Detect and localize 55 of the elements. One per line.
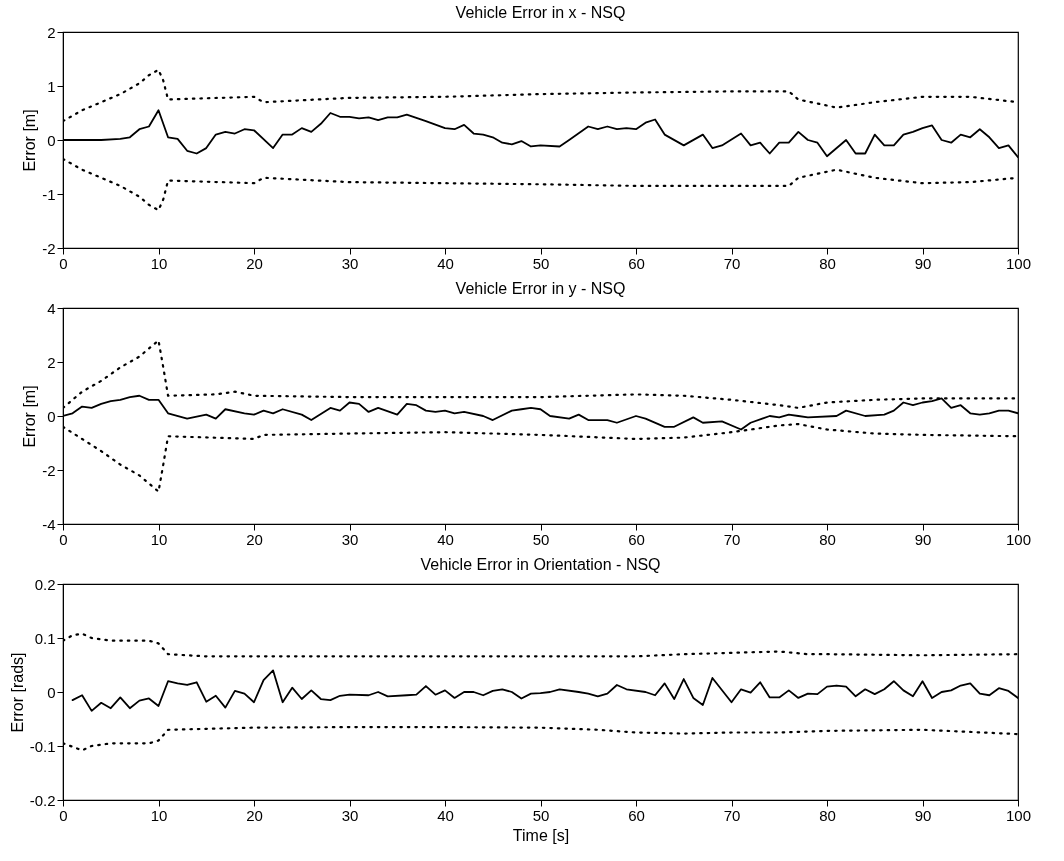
x-tick-label: 10 — [150, 530, 168, 548]
y-tick-label: -0.1 — [29, 737, 56, 755]
x-tick-label: 80 — [819, 530, 836, 548]
x-tick-label: 10 — [150, 806, 168, 824]
y-tick-label: -1 — [42, 185, 56, 203]
chart-title: Vehicle Error in Orientation - NSQ — [420, 556, 661, 573]
x-tick-label: 70 — [723, 530, 741, 548]
y-tick-label: 0 — [47, 131, 56, 149]
y-tick-label: 2 — [47, 353, 56, 371]
x-tick-label: 70 — [723, 254, 741, 272]
x-tick-label: 0 — [59, 254, 68, 272]
x-tick-label: 50 — [532, 254, 550, 272]
y-tick-label: 1 — [47, 77, 56, 95]
chart-title: Vehicle Error in x - NSQ — [455, 4, 626, 21]
x-tick-label: 90 — [914, 254, 932, 272]
x-tick-label: 0 — [59, 530, 68, 548]
x-tick-label: 40 — [437, 530, 454, 548]
x-tick-label: 90 — [914, 806, 932, 824]
x-tick-label: 20 — [246, 254, 263, 272]
y-axis-title: Error [m] — [21, 109, 39, 172]
x-tick-label: 70 — [723, 806, 741, 824]
x-tick-label: 80 — [819, 806, 836, 824]
x-tick-label: 0 — [59, 806, 68, 824]
x-tick-label: 60 — [628, 254, 645, 272]
x-tick-label: 30 — [341, 254, 359, 272]
x-tick-label: 90 — [914, 530, 932, 548]
x-tick-label: 100 — [1005, 806, 1032, 824]
x-tick-label: 50 — [532, 806, 550, 824]
y-tick-label: -2 — [42, 461, 56, 479]
x-tick-label: 100 — [1005, 254, 1032, 272]
y-tick-label: 0.2 — [34, 575, 56, 593]
x-tick-label: 40 — [437, 806, 454, 824]
x-axis-title: Time [s] — [512, 826, 570, 844]
y-tick-label: 2 — [47, 23, 56, 41]
x-tick-label: 30 — [341, 530, 359, 548]
x-tick-label: 10 — [150, 254, 168, 272]
y-tick-label: -2 — [42, 239, 56, 257]
x-tick-label: 80 — [819, 254, 836, 272]
y-axis-title: Error [m] — [21, 385, 39, 448]
y-tick-label: -4 — [42, 515, 56, 533]
x-tick-label: 20 — [246, 806, 263, 824]
y-tick-label: 4 — [47, 299, 56, 317]
x-tick-label: 30 — [341, 806, 359, 824]
x-tick-label: 100 — [1005, 530, 1032, 548]
y-axis-title: Error [rads] — [8, 652, 26, 733]
x-tick-label: 50 — [532, 530, 550, 548]
y-tick-label: 0 — [47, 407, 56, 425]
x-tick-label: 20 — [246, 530, 263, 548]
x-tick-label: 60 — [628, 806, 645, 824]
x-tick-label: 60 — [628, 530, 645, 548]
y-tick-label: 0 — [47, 683, 56, 701]
x-tick-label: 40 — [437, 254, 454, 272]
y-tick-label: -0.2 — [29, 791, 56, 809]
chart-title: Vehicle Error in y - NSQ — [455, 280, 626, 297]
y-tick-label: 0.1 — [34, 629, 56, 647]
